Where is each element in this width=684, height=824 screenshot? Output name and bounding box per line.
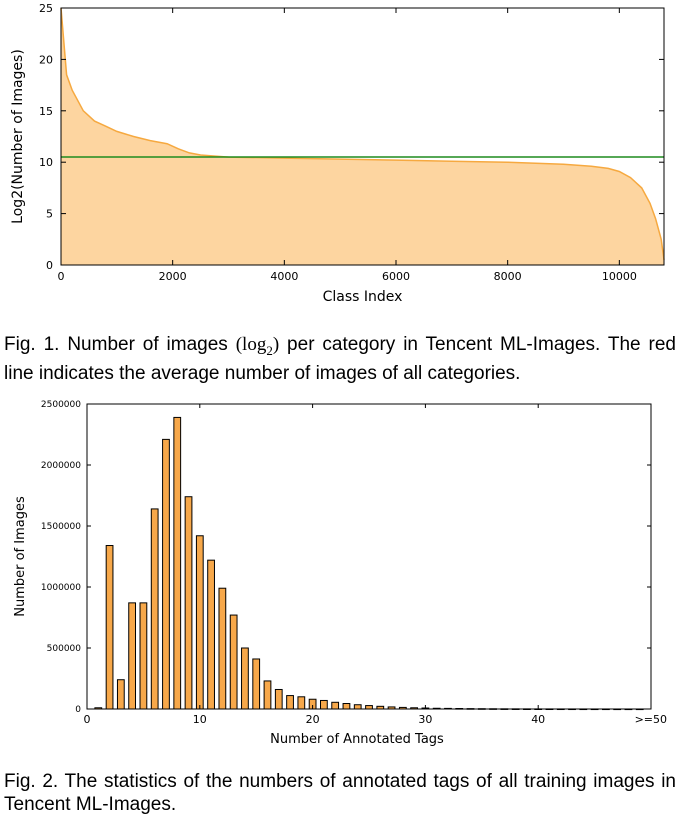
histogram-bar [263,680,272,710]
histogram-bar [116,679,125,710]
annotated-tags-histogram: 0 10 20 30 40 >=50 0 500000 1000000 1500000 200000… [13,400,667,747]
chart1-x-tick-label: 6000 [382,270,410,283]
histogram-bar [274,688,283,710]
histogram-bar [139,602,148,710]
chart2-y-tick-label: 500000 [47,644,82,654]
histogram-bar [162,438,170,710]
chart1-x-tick-label: 8000 [494,270,522,283]
histogram-bar [252,658,261,710]
histogram-bar [218,587,227,710]
histogram-bar [150,508,159,710]
chart2-y-tick-label: 1000000 [41,583,81,593]
chart1-y-tick-label: 0 [46,259,53,272]
histogram-bar [207,559,215,710]
histogram-bar [128,602,137,710]
chart2-y-tick-label: 2500000 [41,400,81,410]
caption1-math-close: ) [272,334,280,355]
histogram-bar [173,416,182,710]
histogram-bar [331,701,340,710]
chart1-x-tick-label: 10000 [602,270,637,283]
chart2-y-axis-label: Number of Images [13,496,28,617]
chart1-y-tick-label: 10 [39,156,53,169]
chart1-x-tick-label: 0 [58,270,65,283]
chart1-x-tick-label: 2000 [159,270,187,283]
chart2-y-tick-label: 0 [75,705,81,715]
chart2-x-tick-label: >=50 [635,713,667,726]
histogram-bars [94,416,644,711]
images-per-class-area [61,8,664,265]
histogram-bar [297,696,306,710]
chart1-y-tick-label: 5 [46,208,53,221]
caption1-math-open: (log [235,334,267,355]
caption1-text-start: Fig. 1. Number of images [4,334,236,355]
chart2-y-tick-label: 1500000 [41,522,81,532]
figure2-caption: Fig. 2. The statistics of the numbers of… [4,771,676,815]
histogram-bar [241,647,249,710]
histogram-bar [195,535,204,710]
caption1-text-end: per category in Tencent ML-Images. The r… [4,334,676,384]
histogram-bar [105,545,114,710]
chart1-y-axis-label: Log2(Number of Images) [10,49,26,224]
caption1-math: (log2) [235,334,280,358]
caption1-math-sub: 2 [266,342,273,358]
chart1-y-tick-label: 20 [39,53,53,66]
histogram-bar [229,614,238,710]
chart2-x-tick-label: 40 [531,713,545,726]
histogram-bar [365,705,373,710]
chart1-x-axis-label: Class Index [323,289,403,305]
chart2-x-tick-label: 0 [84,713,91,726]
chart2-frame [86,403,652,710]
chart1-frame [60,7,665,266]
histogram-bar [286,695,294,710]
chart2-y-tick-label: 2000000 [41,461,81,471]
log2-images-per-category-chart: 0 2000 4000 6000 8000 10000 0 5 10 15 20 25 Class I… [10,2,665,305]
chart2-x-tick-label: 30 [418,713,432,726]
chart1-y-tick-label: 15 [39,105,53,118]
histogram-bar [342,703,351,710]
histogram-bar [353,704,362,710]
images-per-class-curve [60,7,665,261]
chart1-y-tick-label: 25 [39,2,53,15]
histogram-bar [320,699,328,710]
chart1-x-tick-label: 4000 [270,270,298,283]
figure1-caption: Fig. 1. Number of images (log2) per cate… [4,333,676,385]
chart2-x-tick-label: 20 [306,713,320,726]
histogram-bar [184,496,193,710]
chart2-x-axis-label: Number of Annotated Tags [270,732,444,747]
chart2-x-tick-label: 10 [193,713,207,726]
